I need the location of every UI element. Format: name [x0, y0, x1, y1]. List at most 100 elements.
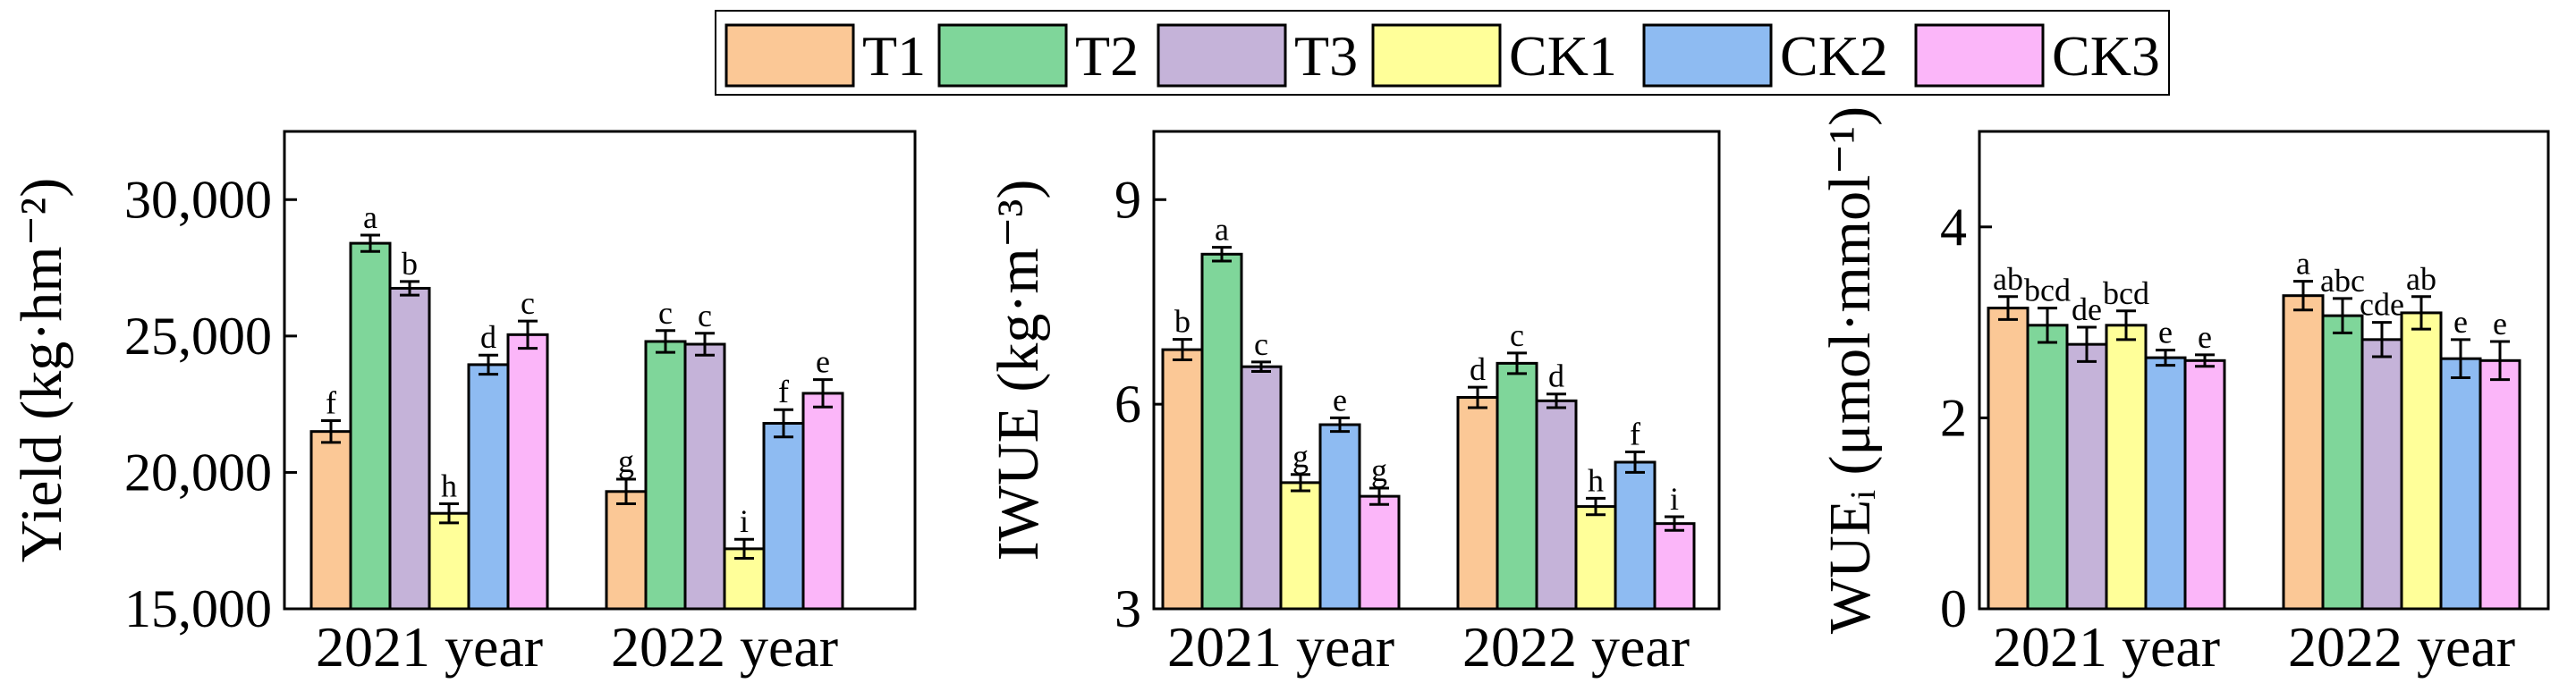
yield-significance-letter: e	[816, 344, 830, 380]
wuei-category-label: 2021 year	[1993, 615, 2220, 679]
iwue-significance-letter: h	[1588, 462, 1604, 498]
wuei-ytick-label: 0	[1940, 579, 1967, 638]
wuei-significance-letter: abc	[2320, 263, 2365, 299]
wuei-significance-letter: e	[2493, 306, 2507, 342]
iwue-significance-letter: g	[1292, 439, 1309, 475]
iwue-category-label: 2022 year	[1462, 615, 1690, 679]
iwue-bar-t3-2022	[1535, 399, 1578, 611]
wuei-bar-ck1-2021	[2105, 324, 2148, 611]
wuei-significance-letter: bcd	[2024, 273, 2071, 308]
iwue-significance-letter: d	[1470, 351, 1486, 387]
wuei-ytick-label: 4	[1940, 198, 1967, 257]
wuei-significance-letter: ab	[1993, 261, 2023, 297]
wuei-bar-ck3-2021	[2183, 358, 2226, 611]
legend: T1 T2 T3 CK1 CK2 CK3	[715, 10, 2170, 96]
yield-significance-letter: f	[778, 374, 789, 409]
iwue-ytick-label: 9	[1114, 170, 1141, 229]
yield-bar-t2-2022	[644, 340, 687, 611]
iwue-bar-t2-2022	[1496, 361, 1538, 611]
wuei-significance-letter: e	[2198, 319, 2212, 355]
iwue-bar-ck3-2021	[1358, 494, 1401, 611]
wuei-bar-t3-2021	[2065, 342, 2108, 611]
wuei-bar-t1-2021	[1987, 307, 2029, 611]
yield-panel: 15,000 20,000 25,000 30,000 Yield (kg·hm⁻²) f…	[9, 130, 917, 679]
yield-bar-ck1-2021	[428, 511, 470, 611]
iwue-significance-letter: g	[1371, 452, 1387, 488]
yield-significance-letter: c	[698, 298, 712, 333]
legend-swatch-ck3	[1914, 23, 2045, 88]
iwue-significance-letter: c	[1510, 317, 1524, 353]
legend-swatch-t2	[937, 23, 1068, 88]
yield-bar-t3-2022	[683, 342, 726, 611]
wuei-significance-letter: de	[2072, 291, 2102, 327]
wuei-bar-ck3-2022	[2479, 358, 2521, 611]
legend-swatch-t3	[1157, 23, 1287, 88]
yield-ytick-label: 20,000	[124, 443, 272, 502]
legend-swatch-ck2	[1642, 23, 1773, 88]
yield-bar-t3-2021	[388, 286, 431, 611]
iwue-significance-letter: c	[1254, 326, 1268, 362]
legend-label-ck1: CK1	[1509, 24, 1617, 88]
legend-swatch-ck1	[1371, 23, 1502, 88]
yield-significance-letter: i	[740, 503, 749, 539]
yield-category-label: 2021 year	[316, 615, 543, 679]
wuei-bar-t2-2022	[2321, 314, 2364, 611]
iwue-significance-letter: d	[1548, 358, 1564, 394]
wuei-ytick-label: 2	[1940, 388, 1967, 447]
wuei-axes-frame	[1978, 130, 2550, 611]
wuei-significance-letter: e	[2453, 304, 2468, 340]
yield-significance-letter: d	[480, 319, 496, 355]
yield-bar-t1-2021	[309, 430, 352, 611]
yield-significance-letter: b	[402, 246, 418, 282]
wuei-bar-ck2-2021	[2144, 356, 2187, 611]
yield-axes-frame	[283, 130, 917, 611]
iwue-bar-ck1-2022	[1574, 505, 1617, 611]
wuei-significance-letter: bcd	[2103, 275, 2149, 311]
yield-category-label: 2022 year	[611, 615, 838, 679]
iwue-category-label: 2021 year	[1167, 615, 1394, 679]
yield-ytick-label: 15,000	[124, 579, 272, 638]
wuei-significance-letter: a	[2296, 246, 2310, 282]
iwue-bar-t1-2021	[1161, 348, 1204, 611]
wuei-bar-ck1-2022	[2400, 311, 2443, 611]
iwue-axes-frame	[1152, 130, 1721, 611]
iwue-significance-letter: e	[1333, 382, 1347, 417]
wuei-bar-t3-2022	[2360, 338, 2403, 611]
wuei-ylabel: WUEᵢ (μmol·mmol⁻¹)	[1818, 106, 1883, 634]
wuei-significance-letter: ab	[2406, 261, 2436, 297]
wuei-significance-letter: cde	[2360, 287, 2404, 323]
yield-ylabel: Yield (kg·hm⁻²)	[9, 178, 74, 562]
iwue-bar-ck3-2022	[1653, 522, 1696, 611]
yield-bar-t1-2022	[605, 490, 648, 611]
legend-label-t3: T3	[1294, 24, 1358, 88]
wuei-significance-letter: e	[2158, 315, 2173, 350]
yield-significance-letter: c	[521, 285, 535, 321]
iwue-significance-letter: f	[1630, 417, 1640, 452]
iwue-bar-ck2-2021	[1318, 423, 1361, 611]
legend-label-t2: T2	[1075, 24, 1139, 88]
iwue-ytick-label: 6	[1114, 375, 1141, 434]
iwue-bar-t3-2021	[1240, 365, 1283, 611]
legend-swatch-t1	[724, 23, 855, 88]
iwue-bar-ck2-2022	[1614, 460, 1657, 611]
yield-significance-letter: f	[326, 384, 336, 420]
yield-significance-letter: c	[658, 295, 673, 331]
iwue-bar-t1-2022	[1456, 396, 1499, 611]
legend-frame	[715, 10, 2170, 96]
yield-ytick-label: 25,000	[124, 307, 272, 366]
iwue-ytick-label: 3	[1114, 579, 1141, 638]
iwue-significance-letter: a	[1215, 212, 1229, 248]
yield-bar-ck2-2022	[762, 422, 805, 611]
yield-bar-ck3-2021	[506, 333, 549, 611]
legend-label-ck3: CK3	[2052, 24, 2160, 88]
yield-ytick-label: 30,000	[124, 170, 272, 229]
iwue-bar-t2-2021	[1200, 252, 1243, 611]
iwue-ylabel: IWUE (kg·m⁻³)	[986, 180, 1051, 561]
yield-significance-letter: a	[363, 199, 377, 235]
yield-significance-letter: h	[441, 468, 457, 504]
yield-significance-letter: g	[618, 443, 634, 479]
wuei-bar-t2-2021	[2026, 324, 2069, 611]
wuei-bar-ck2-2022	[2439, 357, 2482, 611]
